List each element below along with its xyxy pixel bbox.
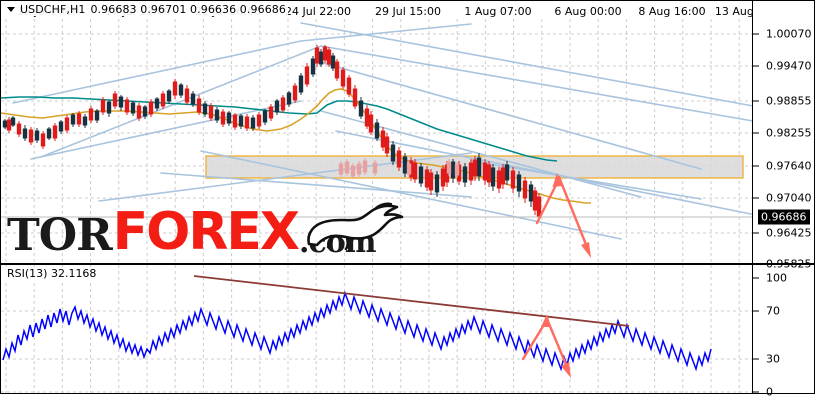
current-price-label: 0.96686 xyxy=(758,209,810,225)
forecast-down-arrow[interactable] xyxy=(557,175,589,249)
forecast-up-arrow[interactable] xyxy=(535,181,559,225)
rsi-forecast-down-arrowhead xyxy=(561,362,571,378)
rsi-forecast-down-arrow[interactable] xyxy=(545,317,569,369)
forecast-up-arrowhead xyxy=(552,173,562,187)
symbol-header[interactable]: USDCHF,H1 0.96683 0.96701 0.96636 0.9668… xyxy=(5,3,288,16)
rsi-axis-line xyxy=(752,265,753,393)
rsi-tick-70: 70 xyxy=(766,304,780,318)
price-tick-1: 0.99470 xyxy=(766,59,812,73)
rsi-plot-area[interactable]: RSI(13) 32.1168 xyxy=(1,265,814,393)
forecast-arrows[interactable] xyxy=(535,173,591,258)
price-tick-5: 0.97040 xyxy=(766,191,812,205)
rsi-tick-0: 0 xyxy=(766,385,773,399)
rsi-chart-svg xyxy=(1,265,753,393)
rsi-tickmarks xyxy=(752,277,759,393)
time-tick-4: 29 Jul 15:00 xyxy=(375,5,441,18)
time-tick-7: 8 Aug 16:00 xyxy=(638,5,706,18)
symbol-label: USDCHF,H1 xyxy=(20,3,86,16)
forecast-down-arrowhead xyxy=(581,242,591,258)
rsi-level-lines xyxy=(1,310,753,393)
rsi-tick-100: 100 xyxy=(766,271,787,285)
price-tick-3: 0.98255 xyxy=(766,126,812,140)
price-chart-svg xyxy=(1,17,762,263)
time-tick-3: 24 Jul 22:00 xyxy=(285,5,351,18)
rsi-label: RSI(13) 32.1168 xyxy=(5,267,99,280)
candlestick-series[interactable] xyxy=(2,45,542,221)
price-chart-panel[interactable]: TOR FOREX .com 1.00070 0.99470 0.98855 0… xyxy=(0,0,815,271)
price-axis-labels[interactable]: 1.00070 0.99470 0.98855 0.98255 0.97640 … xyxy=(752,1,814,271)
rsi-trendline[interactable] xyxy=(193,275,630,327)
price-tick-2: 0.98855 xyxy=(766,94,812,108)
triangle-down-icon[interactable] xyxy=(7,7,15,12)
price-axis-line xyxy=(752,1,753,263)
rsi-tick-30: 30 xyxy=(766,352,780,366)
rsi-forecast-arrows[interactable] xyxy=(521,314,571,378)
time-tick-6: 6 Aug 00:00 xyxy=(554,5,622,18)
rsi-vertical-gridlines xyxy=(1,265,753,393)
price-tick-4: 0.97640 xyxy=(766,159,812,173)
rsi-forecast-up-arrow[interactable] xyxy=(521,321,547,361)
ohlc-values: 0.96683 0.96701 0.96636 0.96686 xyxy=(90,3,286,16)
time-tick-5: 1 Aug 07:00 xyxy=(464,5,532,18)
rsi-line xyxy=(2,290,712,372)
price-tick-0: 1.00070 xyxy=(766,27,812,41)
rsi-axis-labels[interactable]: 100 70 30 0 xyxy=(752,265,814,399)
rsi-panel[interactable]: RSI(13) 32.1168 100 70 30 0 xyxy=(0,264,815,399)
price-tick-6: 0.96425 xyxy=(766,226,812,240)
channel-trendlines[interactable] xyxy=(12,22,762,240)
price-tickmarks xyxy=(752,33,759,265)
price-tick-7: 0.95825 xyxy=(766,257,812,271)
price-plot-area[interactable]: TOR FOREX .com xyxy=(1,1,814,263)
rsi-axis-mask xyxy=(753,265,814,393)
